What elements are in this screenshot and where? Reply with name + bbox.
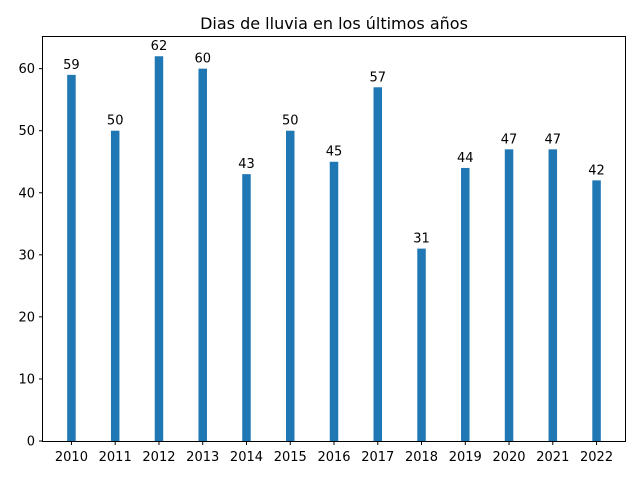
data-label-2012: 62 xyxy=(151,39,168,54)
x-tick-label-2018: 2018 xyxy=(405,450,438,465)
bar-2018 xyxy=(417,248,426,441)
y-tick-label-50: 50 xyxy=(18,124,35,139)
x-tick-label-2015: 2015 xyxy=(274,450,307,465)
y-tick-label-30: 30 xyxy=(18,248,35,263)
data-label-2019: 44 xyxy=(457,151,474,166)
bar-2016 xyxy=(329,161,339,442)
data-labels-group: 59 50 62 60 43 50 45 57 31 44 47 47 42 xyxy=(63,39,605,246)
y-tick-label-10: 10 xyxy=(18,372,35,387)
bar-2017 xyxy=(373,87,383,442)
x-tick-label-2014: 2014 xyxy=(230,450,263,465)
y-tick-label-40: 40 xyxy=(18,186,35,201)
x-tick-label-2016: 2016 xyxy=(317,450,350,465)
data-label-2017: 57 xyxy=(369,70,386,85)
data-label-2011: 50 xyxy=(107,114,124,129)
x-tick-label-2013: 2013 xyxy=(186,450,219,465)
data-label-2018: 31 xyxy=(413,232,430,247)
bar-2013 xyxy=(198,68,207,442)
x-tick-label-2019: 2019 xyxy=(449,450,482,465)
bars-group xyxy=(67,56,601,442)
x-tick-label-2021: 2021 xyxy=(536,450,569,465)
y-tick-label-60: 60 xyxy=(18,62,35,77)
x-tick-label-2022: 2022 xyxy=(580,450,613,465)
bar-2015 xyxy=(285,130,295,441)
bar-2010 xyxy=(67,74,76,442)
x-tick-label-2010: 2010 xyxy=(55,450,88,465)
data-label-2015: 50 xyxy=(282,114,299,129)
data-label-2020: 47 xyxy=(501,132,518,147)
x-tick-label-2020: 2020 xyxy=(492,450,525,465)
bar-2021 xyxy=(548,149,558,441)
x-tick-label-2012: 2012 xyxy=(142,450,175,465)
data-label-2022: 42 xyxy=(588,163,605,178)
bar-2011 xyxy=(110,130,120,441)
bar-2012 xyxy=(154,56,164,442)
data-label-2014: 43 xyxy=(238,157,255,172)
bar-2020 xyxy=(504,149,514,441)
chart-title: Dias de lluvia en los últimos años xyxy=(200,14,468,33)
data-label-2013: 60 xyxy=(194,52,211,67)
data-label-2016: 45 xyxy=(326,145,343,160)
plot-frame xyxy=(42,36,626,442)
x-tick-label-2011: 2011 xyxy=(99,450,132,465)
y-tick-label-0: 0 xyxy=(27,435,35,450)
x-tick-label-2017: 2017 xyxy=(361,450,394,465)
data-label-2010: 59 xyxy=(63,58,80,73)
x-axis: 2010 2011 2012 2013 2014 2015 2016 2017 2018 2019… xyxy=(55,441,613,465)
y-axis: 0 10 20 30 40 50 60 xyxy=(18,62,43,450)
data-label-2021: 47 xyxy=(545,132,562,147)
bar-2019 xyxy=(461,167,470,441)
y-tick-label-20: 20 xyxy=(18,310,35,325)
bar-2014 xyxy=(242,174,251,441)
bar-2022 xyxy=(592,180,601,441)
